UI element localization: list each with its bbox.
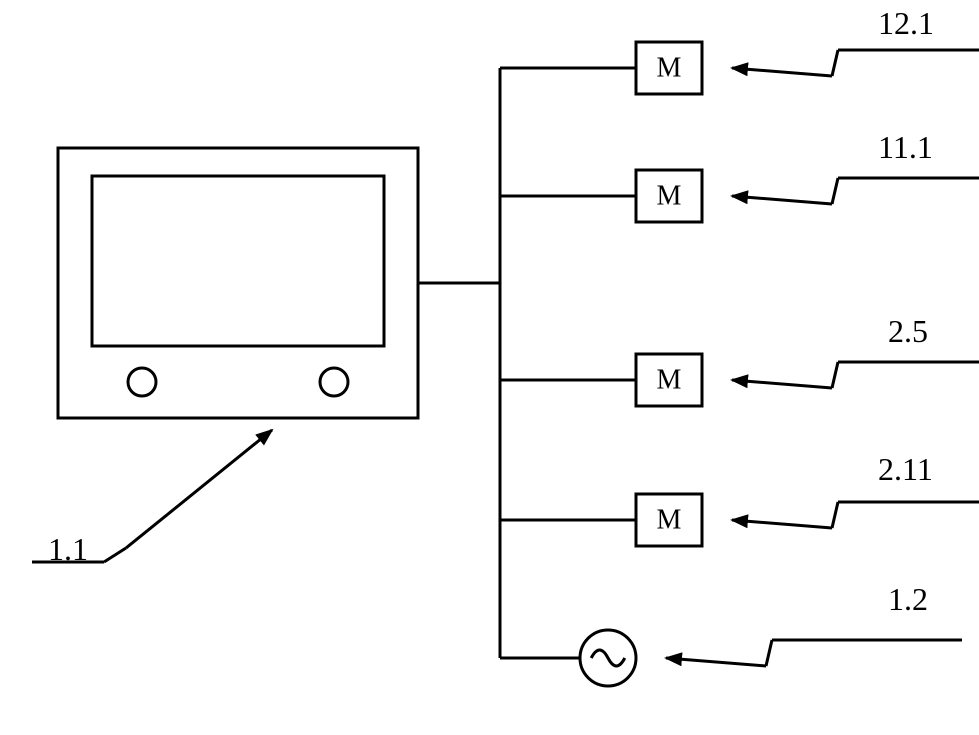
sine-wave-icon [591, 650, 625, 666]
callout-label: 1.2 [888, 581, 928, 617]
callout-label: 11.1 [878, 129, 933, 165]
module-box-label: M [657, 52, 682, 83]
callout-arrow [732, 68, 832, 76]
monitor-callout-elbow [104, 548, 126, 562]
callout-label: 12.1 [878, 5, 934, 41]
callout-arrow [732, 520, 832, 528]
callout-elbow [766, 640, 772, 666]
callout-label: 2.11 [878, 451, 933, 487]
callout-elbow [832, 362, 838, 388]
callout-label: 2.5 [888, 313, 928, 349]
callout-arrow [732, 380, 832, 388]
callout-arrow [666, 658, 766, 666]
module-box-label: M [657, 504, 682, 535]
callout-elbow [832, 502, 838, 528]
monitor-knob-right [320, 368, 348, 396]
callout-elbow [832, 50, 838, 76]
monitor-callout-label: 1.1 [48, 531, 88, 567]
callout-elbow [832, 178, 838, 204]
diagram-canvas: b1M12.1b2M11.1b3M2.5b4M2.11b51.21.1 [0, 0, 979, 735]
callout-arrow [732, 196, 832, 204]
monitor-callout-arrow [126, 430, 272, 548]
monitor-outer [58, 148, 418, 418]
module-box-label: M [657, 180, 682, 211]
monitor-screen [92, 176, 384, 346]
module-box-label: M [657, 364, 682, 395]
monitor-knob-left [128, 368, 156, 396]
